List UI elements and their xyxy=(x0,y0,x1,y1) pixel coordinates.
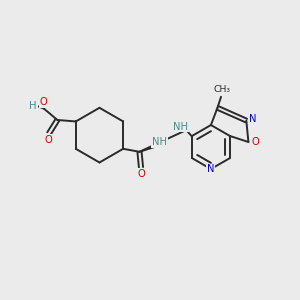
Text: NH: NH xyxy=(152,137,167,147)
Text: N: N xyxy=(207,164,215,174)
Text: O: O xyxy=(45,135,52,145)
Text: O: O xyxy=(137,169,145,179)
Text: O: O xyxy=(40,97,48,107)
Text: O: O xyxy=(251,137,259,147)
Text: CH₃: CH₃ xyxy=(213,85,230,94)
Text: N: N xyxy=(249,114,256,124)
Text: H: H xyxy=(29,101,37,111)
Text: NH: NH xyxy=(173,122,188,131)
